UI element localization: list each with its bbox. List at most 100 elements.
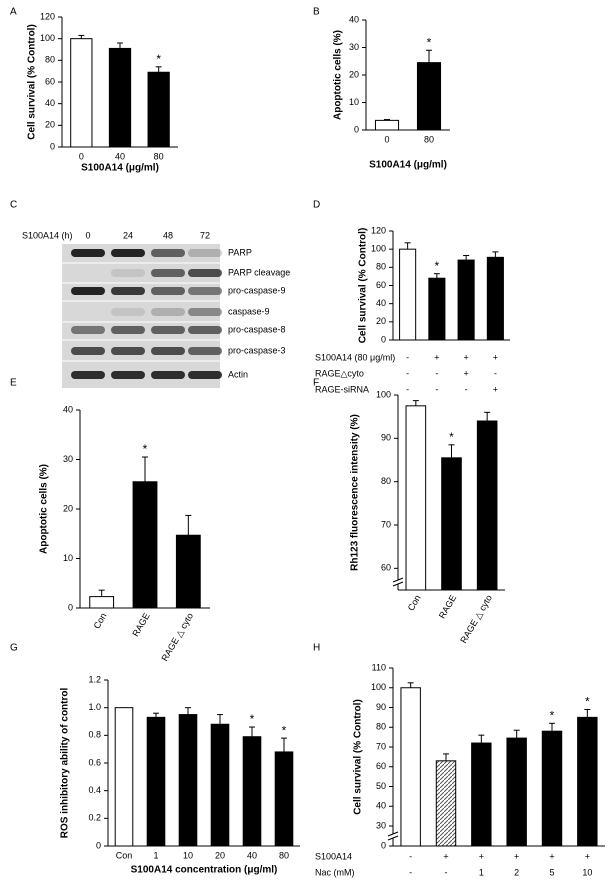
condition-value: - xyxy=(435,384,438,394)
blot-band xyxy=(188,269,222,277)
y-tick-label: 40 xyxy=(45,98,55,108)
blot-image xyxy=(62,244,220,388)
panel-letter: H xyxy=(313,643,320,654)
y-tick-label: 80 xyxy=(376,722,386,732)
bar xyxy=(114,707,134,847)
condition-label: S100A14 xyxy=(315,851,352,861)
blot-band xyxy=(151,249,185,257)
y-tick-label: 0 xyxy=(96,840,101,850)
y-tick-label: 10 xyxy=(63,553,73,563)
condition-value: - xyxy=(406,352,409,362)
x-tick-label: Con xyxy=(406,593,423,612)
y-tick-label: 70 xyxy=(381,519,391,529)
condition-value: + xyxy=(514,851,519,861)
bar xyxy=(108,47,132,148)
y-axis-title: Cell survival (% Control) xyxy=(358,228,369,344)
bar xyxy=(506,737,527,847)
significance: * xyxy=(143,442,148,456)
y-tick-label: 110 xyxy=(372,662,386,672)
blot-row-label: Actin xyxy=(228,369,248,379)
y-tick-label: 100 xyxy=(376,389,391,399)
condition-value: + xyxy=(434,352,439,362)
panel-letter: F xyxy=(313,378,319,389)
significance: * xyxy=(250,712,255,726)
blot-band xyxy=(111,347,145,355)
blot-lane-label: 0 xyxy=(85,230,90,240)
axis-break xyxy=(387,831,399,837)
axis-break-gap xyxy=(389,834,397,838)
x-tick-label: 80 xyxy=(424,134,434,144)
y-tick-label: 90 xyxy=(376,702,386,712)
y-tick-label: 100 xyxy=(40,33,55,43)
condition-value: - xyxy=(406,368,409,378)
y-tick-label: 0.4 xyxy=(88,785,101,795)
y-tick-label: 100 xyxy=(371,682,386,692)
y-tick-label: 0.2 xyxy=(88,813,101,823)
blot-band xyxy=(151,287,185,295)
x-tick-label: 80 xyxy=(154,151,164,161)
blot-band xyxy=(71,326,105,334)
blot-band xyxy=(151,371,185,379)
y-tick-label: 40 xyxy=(376,298,386,308)
blot-row-label: pro-caspase-8 xyxy=(228,324,286,334)
blot-band xyxy=(151,347,185,355)
x-tick-label: 40 xyxy=(115,151,125,161)
bar xyxy=(147,71,170,148)
x-tick-label: RAGE △ cyto xyxy=(159,611,195,663)
blot-band xyxy=(111,269,145,277)
blot-band xyxy=(71,347,105,355)
bar xyxy=(399,248,417,341)
bar xyxy=(577,716,598,847)
significance: * xyxy=(427,35,432,49)
panel-letter: C xyxy=(10,200,17,211)
bar xyxy=(89,596,115,609)
y-tick-label: 30 xyxy=(349,42,359,52)
blot-row-label: PARP xyxy=(228,247,252,257)
significance: * xyxy=(282,723,287,737)
condition-value: - xyxy=(445,867,448,877)
y-tick-label: 0.6 xyxy=(88,757,101,767)
axis-break-gap xyxy=(394,580,402,584)
blot-treatment: S100A14 (h) xyxy=(22,230,73,240)
blot-band xyxy=(188,249,222,257)
bar xyxy=(400,687,421,847)
x-tick-label: Con xyxy=(92,611,109,630)
blot-lane-label: 72 xyxy=(200,230,210,240)
blot-row-label: pro-caspase-3 xyxy=(228,345,286,355)
y-tick-label: 120 xyxy=(371,225,386,235)
condition-value: + xyxy=(493,384,498,394)
condition-value: + xyxy=(443,851,448,861)
blot-band xyxy=(151,269,185,277)
condition-value: + xyxy=(463,352,468,362)
condition-value: - xyxy=(406,384,409,394)
condition-value: - xyxy=(494,368,497,378)
axis-break xyxy=(392,581,404,587)
y-tick-label: 90 xyxy=(381,433,391,443)
blot-row-label: pro-caspase-9 xyxy=(228,285,286,295)
blot-band xyxy=(151,308,185,316)
y-axis-title: Apoptotic cells (%) xyxy=(39,464,50,554)
condition-value: 5 xyxy=(549,867,554,877)
blot-band xyxy=(71,287,105,295)
condition-value: + xyxy=(493,352,498,362)
bar xyxy=(486,256,504,341)
x-tick-label: 20 xyxy=(215,850,225,860)
blot-band xyxy=(188,371,222,379)
x-tick-label: 80 xyxy=(279,850,289,860)
blot-band xyxy=(188,308,222,316)
y-tick-label: 1.2 xyxy=(88,674,101,684)
condition-value: + xyxy=(479,851,484,861)
y-tick-label: 60 xyxy=(376,761,386,771)
y-tick-label: 100 xyxy=(371,244,386,254)
bar xyxy=(476,420,498,591)
blot-band xyxy=(111,371,145,379)
y-axis-title: Cell survival (% Control) xyxy=(27,24,38,140)
blot-band xyxy=(188,287,222,295)
condition-value: 10 xyxy=(582,867,592,877)
y-axis-title: Rh123 fluorescence intensity (%) xyxy=(350,414,361,571)
significance: * xyxy=(156,52,161,66)
bar xyxy=(374,119,400,131)
y-tick-label: 60 xyxy=(376,280,386,290)
bar xyxy=(405,405,427,591)
y-tick-label: 80 xyxy=(45,55,55,65)
